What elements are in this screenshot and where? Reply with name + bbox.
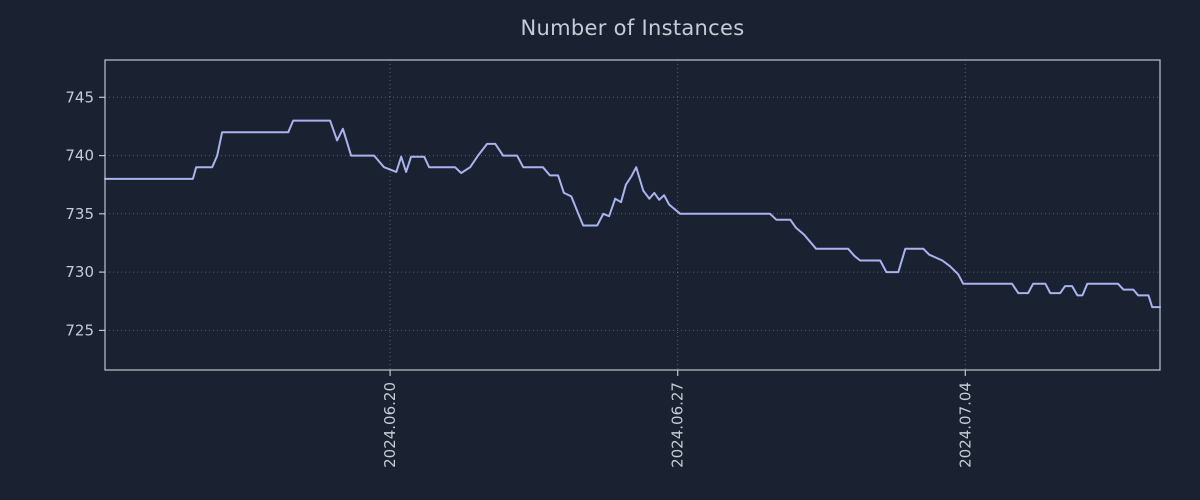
y-tick-label: 730 bbox=[65, 263, 94, 281]
x-tick-label: 2024.07.04 bbox=[956, 382, 974, 468]
y-tick-label: 740 bbox=[65, 147, 94, 165]
chart-title: Number of Instances bbox=[520, 16, 745, 40]
y-tick-label: 725 bbox=[65, 321, 94, 339]
y-tick-label: 745 bbox=[65, 88, 94, 106]
plot-frame bbox=[104, 59, 1161, 371]
y-tick-label: 735 bbox=[65, 205, 94, 223]
x-tick-label: 2024.06.27 bbox=[669, 382, 687, 468]
x-tick-label: 2024.06.20 bbox=[381, 382, 399, 468]
series-line-instances bbox=[104, 119, 1161, 309]
